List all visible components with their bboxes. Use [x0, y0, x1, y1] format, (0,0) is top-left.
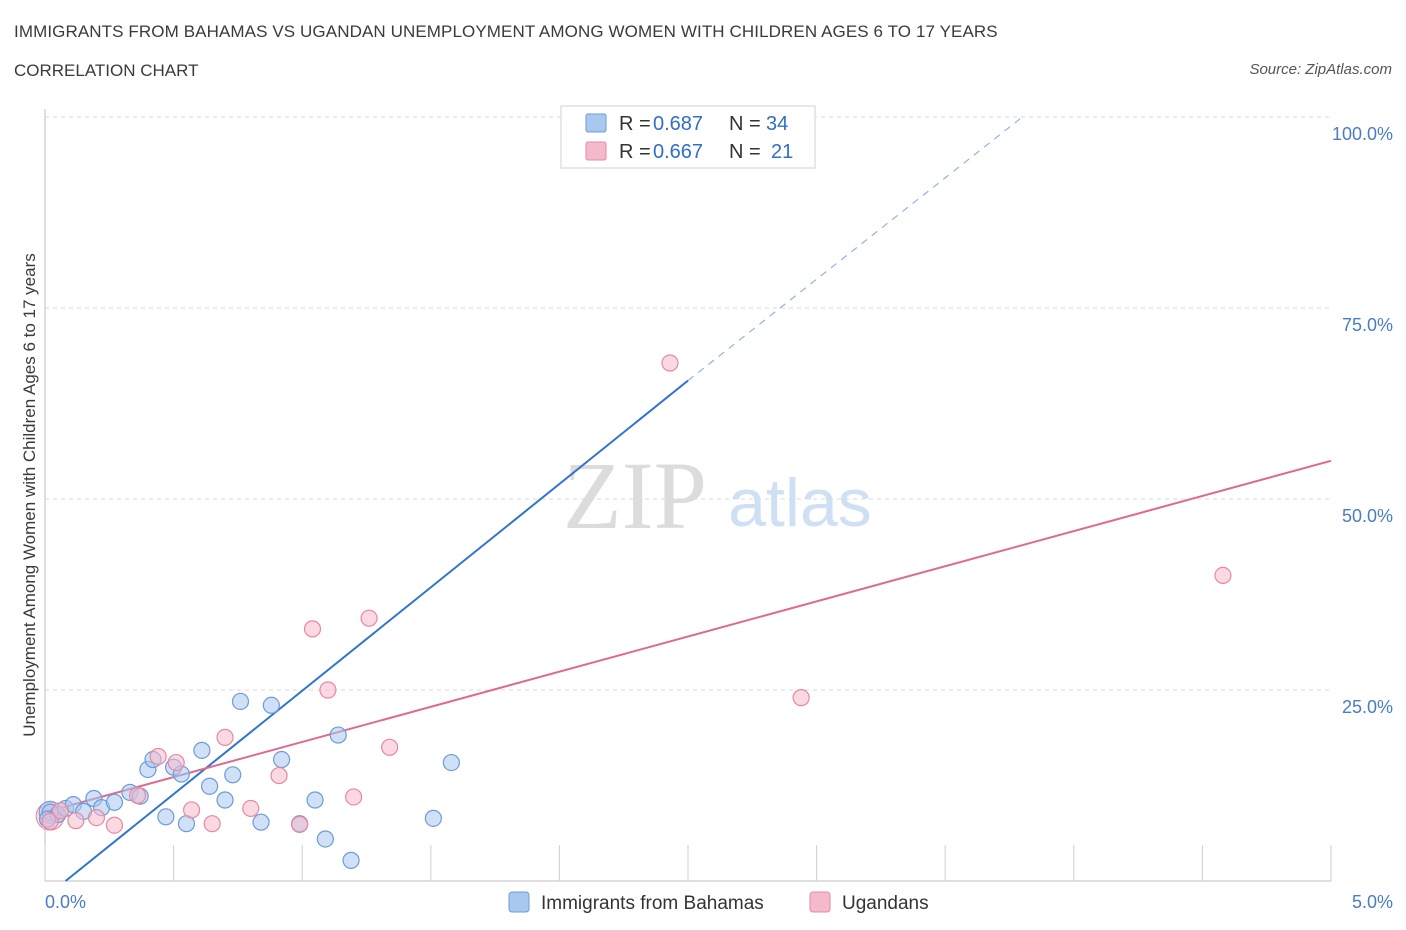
- grid-lines: [45, 116, 1331, 691]
- data-point-ugandans: [661, 354, 679, 372]
- data-point-bahamas: [231, 692, 250, 711]
- series-legend-swatch-ugandans: [809, 891, 831, 913]
- y-tick-labels: 25.0% 50.0% 75.0% 100.0%: [1332, 124, 1393, 717]
- watermark: ZIP atlas: [563, 442, 872, 549]
- stats-legend: R = 0.687 N = 34 R = 0.667 N = 21: [560, 105, 816, 169]
- legend-n-label-1: N =: [729, 113, 761, 135]
- data-point-ugandans: [105, 816, 124, 834]
- legend-swatch-pink: [585, 141, 607, 161]
- data-point-bahamas: [201, 777, 219, 795]
- data-point-ugandans: [128, 786, 147, 805]
- data-point-bahamas: [224, 766, 242, 784]
- y-axis-label: Unemployment Among Women with Children A…: [20, 253, 39, 737]
- legend-r-label-2: R =: [619, 141, 651, 163]
- data-point-bahamas: [316, 830, 334, 848]
- data-point-ugandans: [360, 609, 378, 627]
- data-point-ugandans: [167, 753, 185, 772]
- source-label: Source: ZipAtlas.com: [1249, 61, 1392, 78]
- y-tick-label: 50.0%: [1342, 506, 1393, 526]
- data-point-ugandans: [216, 728, 234, 746]
- y-tick-label: 100.0%: [1332, 124, 1393, 144]
- data-point-bahamas: [442, 753, 460, 772]
- legend-r-value-2: 0.667: [653, 141, 703, 163]
- data-point-ugandans: [1214, 566, 1232, 585]
- data-point-ugandans: [87, 808, 106, 827]
- axes: [44, 109, 1332, 882]
- legend-r-label-1: R =: [619, 113, 651, 135]
- legend-n-value-1: 34: [766, 113, 788, 135]
- data-point-ugandans: [67, 812, 85, 830]
- x-tick-label-min: 0.0%: [45, 892, 86, 912]
- data-point-ugandans: [381, 738, 399, 756]
- data-point-bahamas: [424, 809, 442, 827]
- legend-swatch-blue: [585, 113, 607, 133]
- watermark-atlas: atlas: [728, 465, 872, 541]
- data-point-bahamas: [329, 726, 347, 744]
- series-legend-label-bahamas: Immigrants from Bahamas: [541, 893, 764, 914]
- data-point-ugandans: [270, 766, 288, 785]
- data-point-bahamas: [342, 851, 360, 869]
- legend-n-value-2: 21: [771, 141, 793, 163]
- data-point-ugandans: [319, 681, 337, 699]
- series-legend-swatch-bahamas: [508, 891, 530, 913]
- chart-subtitle: CORRELATION CHART: [14, 61, 199, 80]
- data-point-bahamas: [273, 750, 291, 769]
- data-point-bahamas: [306, 791, 324, 809]
- data-point-bahamas: [105, 793, 124, 811]
- data-point-bahamas: [252, 813, 270, 831]
- series-legend: Immigrants from Bahamas Ugandans: [508, 891, 929, 914]
- data-point-bahamas: [216, 791, 234, 809]
- trend-line-bahamas-extension: [687, 116, 1023, 382]
- data-point-ugandans: [51, 802, 70, 820]
- data-points: [35, 108, 1232, 869]
- data-point-ugandans: [303, 620, 322, 638]
- data-point-ugandans: [183, 801, 201, 819]
- trend-lines: [44, 116, 1332, 882]
- y-tick-label: 75.0%: [1342, 315, 1393, 335]
- legend-r-value-1: 0.687: [653, 113, 703, 135]
- data-point-ugandans: [203, 815, 221, 833]
- data-point-ugandans: [291, 815, 309, 834]
- data-point-ugandans: [149, 747, 167, 766]
- data-point-bahamas: [157, 808, 175, 826]
- data-point-ugandans: [41, 812, 59, 831]
- data-point-ugandans: [345, 788, 363, 806]
- trend-line-ugandans: [44, 459, 1332, 814]
- trend-line-bahamas: [64, 379, 689, 882]
- data-point-ugandans: [792, 689, 810, 707]
- watermark-zip: ZIP: [563, 442, 707, 549]
- data-point-ugandans: [242, 799, 260, 818]
- chart-title: IMMIGRANTS FROM BAHAMAS VS UGANDAN UNEMP…: [14, 22, 998, 41]
- data-point-bahamas: [193, 741, 211, 759]
- y-tick-label: 25.0%: [1342, 697, 1393, 717]
- series-legend-label-ugandans: Ugandans: [842, 893, 929, 914]
- x-tick-label-max: 5.0%: [1352, 892, 1393, 912]
- legend-n-label-2: N =: [729, 141, 761, 163]
- data-point-bahamas: [262, 696, 280, 714]
